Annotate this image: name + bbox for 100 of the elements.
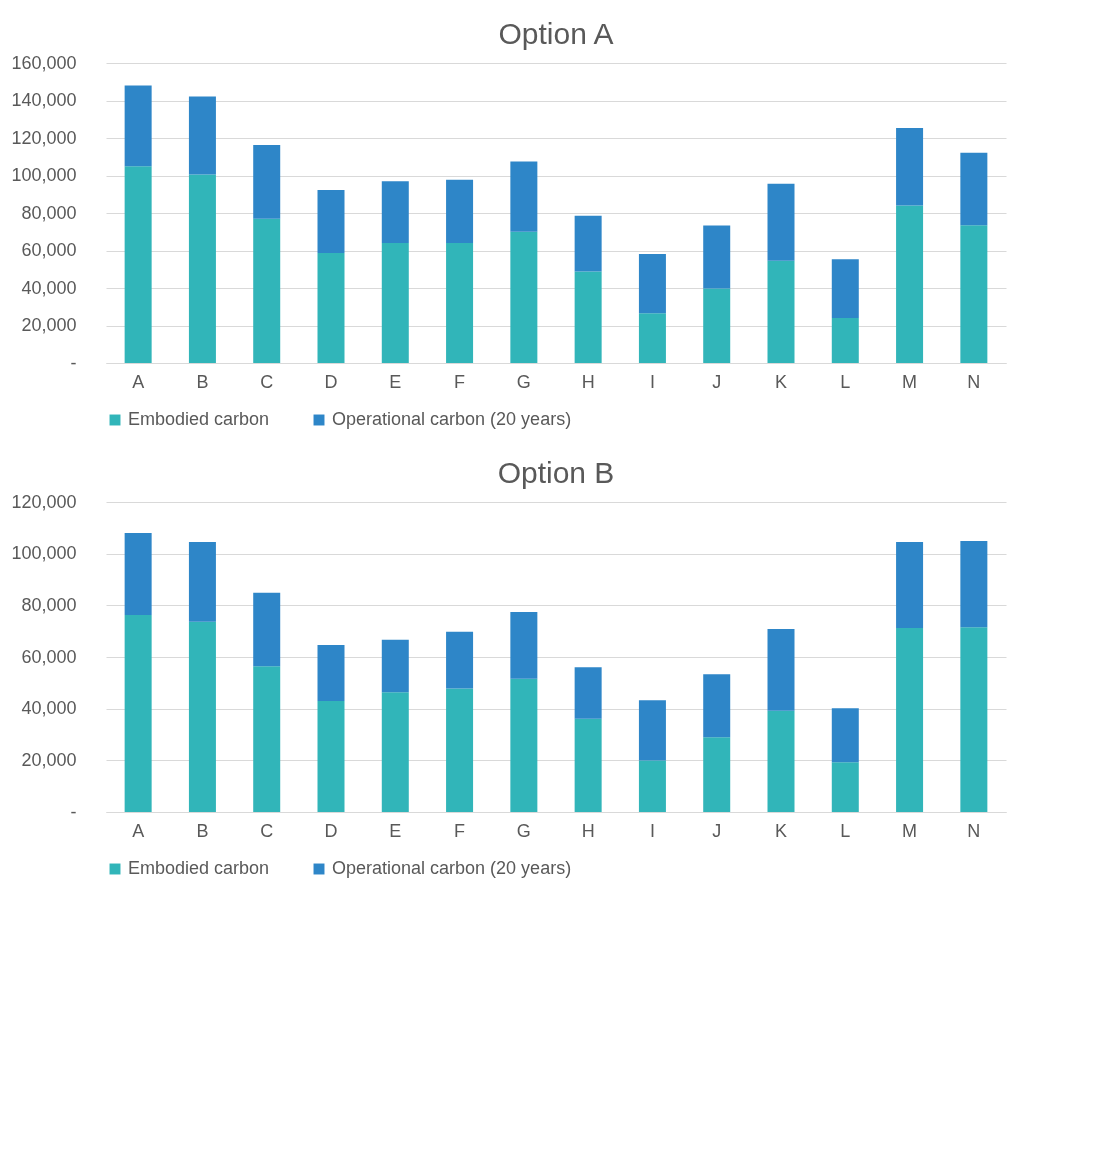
x-tick-label: M [902,820,918,841]
bar [638,253,666,314]
bar [703,737,731,812]
bar [317,189,345,253]
x-tick-label: J [712,820,722,841]
bar [124,85,152,167]
legend-label: Embodied carbon [128,858,270,878]
legend-label: Operational carbon (20 years) [332,409,572,429]
bar [703,225,731,289]
bar [574,718,602,812]
bar [960,225,988,363]
x-tick-label: B [196,820,209,841]
y-tick-label: - [70,801,77,822]
x-tick-label: C [260,820,274,841]
bar [253,144,281,219]
bar [831,708,859,763]
bar [638,313,666,363]
bar [446,243,474,363]
chart-title: Option A [498,17,614,50]
x-tick-label: H [581,820,595,841]
bar [574,667,602,719]
x-tick-label: F [454,820,466,841]
x-tick-label: J [712,371,722,392]
bar [510,231,538,363]
legend-label: Operational carbon (20 years) [332,858,572,878]
bar [960,627,988,812]
x-tick-label: I [649,820,655,841]
y-tick-label: 120,000 [11,127,77,148]
x-tick-label: C [260,371,274,392]
y-tick-label: 60,000 [21,646,77,667]
x-tick-label: E [389,371,402,392]
x-tick-label: D [324,820,338,841]
legend-label: Embodied carbon [128,409,270,429]
x-tick-label: D [324,371,338,392]
bar [253,666,281,812]
bar [767,260,795,363]
bar [510,612,538,679]
y-tick-label: 140,000 [11,90,77,110]
bar [703,288,731,363]
bar [574,271,602,363]
bar [253,592,281,667]
y-tick-label: - [70,352,77,373]
y-tick-label: 100,000 [11,165,77,185]
bar [896,205,924,363]
chart-title: Option B [497,456,615,489]
bar [188,96,216,175]
bar [381,639,409,693]
bar [638,760,666,812]
bar [381,243,409,363]
y-tick-label: 120,000 [11,491,77,512]
x-tick-label: K [774,820,788,841]
bar [124,614,152,812]
bar [767,183,795,261]
bar [446,631,474,689]
bar [317,645,345,701]
bar [831,762,859,812]
bar [446,688,474,812]
bar [896,628,924,812]
bar [510,678,538,812]
bar [188,174,216,363]
x-tick-label: B [196,371,209,392]
x-tick-label: N [967,820,981,841]
x-tick-label: F [454,371,466,392]
x-tick-label: A [132,371,145,392]
bar [638,700,666,761]
bar [317,700,345,812]
x-tick-label: E [389,820,402,841]
y-tick-label: 40,000 [21,698,77,719]
bar [831,318,859,363]
bar [510,161,538,232]
bar [767,710,795,812]
bar [188,621,216,812]
x-tick-label: G [516,371,531,392]
bar [831,259,859,318]
x-tick-label: K [774,371,788,392]
bar [960,541,988,628]
bar [896,542,924,629]
bar [896,127,924,206]
bar [381,692,409,812]
y-tick-label: 100,000 [11,543,77,564]
bar [124,166,152,363]
bar [317,252,345,363]
bar [767,629,795,711]
bar [188,542,216,622]
y-tick-label: 20,000 [21,315,77,335]
y-tick-label: 80,000 [21,594,77,615]
y-tick-label: 160,000 [11,52,77,73]
bar [124,533,152,615]
x-tick-label: H [581,371,595,392]
y-tick-label: 60,000 [21,240,77,260]
bar [703,674,731,738]
x-tick-label: M [902,371,918,392]
x-tick-label: L [840,820,851,841]
bar [960,152,988,226]
y-tick-label: 20,000 [21,749,77,770]
y-tick-label: 80,000 [21,202,77,223]
x-tick-label: I [649,371,655,392]
x-tick-label: N [967,371,981,392]
bar [253,218,281,363]
x-tick-label: L [840,371,851,392]
